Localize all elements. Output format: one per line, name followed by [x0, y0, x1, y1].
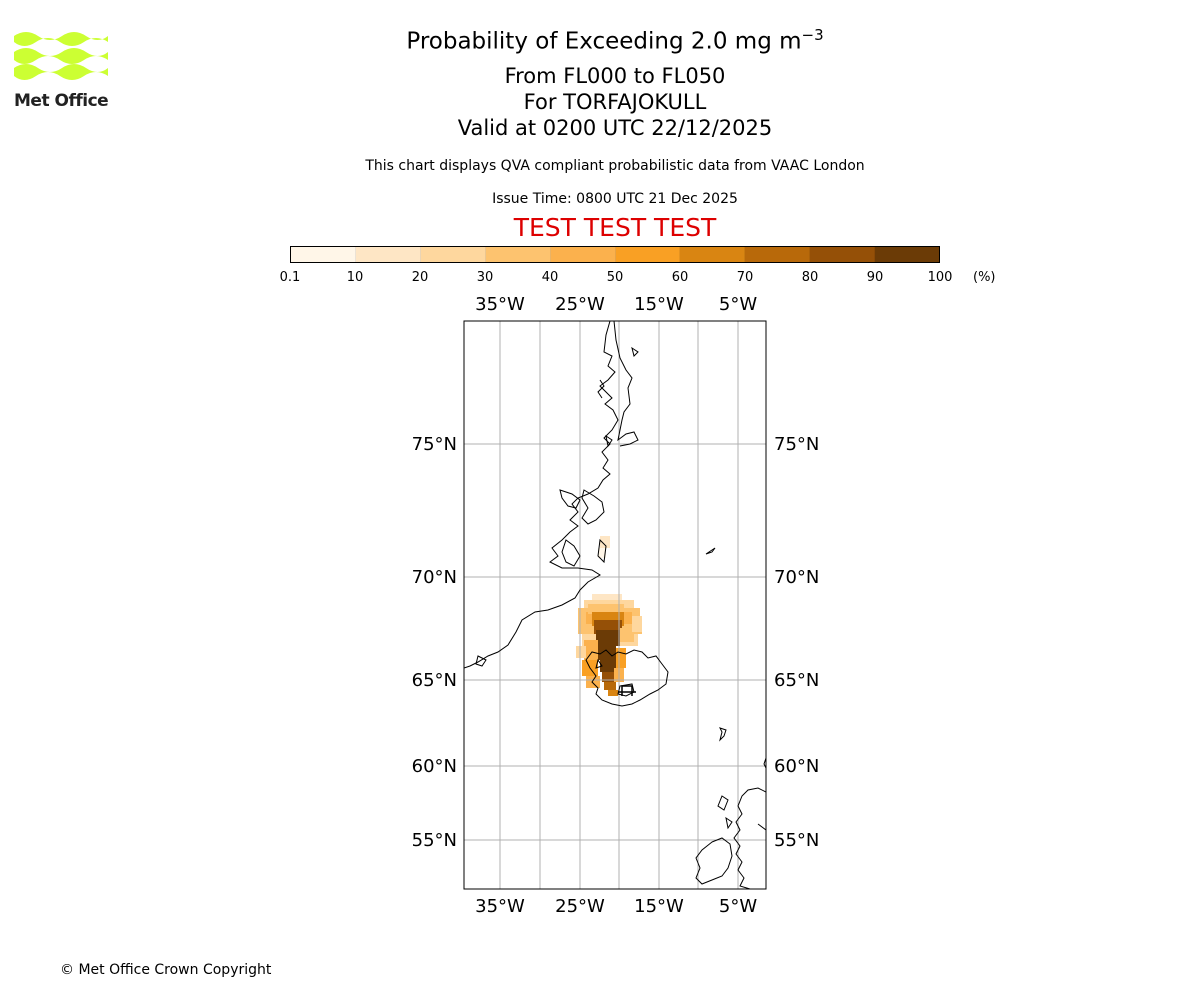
probability-cell — [602, 672, 616, 682]
colorbar-tick-label: 80 — [801, 270, 819, 285]
probability-cell — [600, 536, 610, 548]
colorbar-tick-label: 0.1 — [279, 270, 301, 285]
copyright: © Met Office Crown Copyright — [60, 962, 272, 978]
chart-title-unit-exponent: −3 — [801, 26, 824, 44]
colorbar-tick-label: 40 — [541, 270, 559, 285]
met-office-waves-icon — [14, 32, 108, 80]
colorbar-segment — [810, 247, 876, 262]
colorbar-segment — [680, 247, 746, 262]
probability-cell — [600, 660, 616, 672]
map-gridlines — [464, 321, 766, 889]
volcano-name: For TORFAJOKULL — [523, 90, 707, 114]
colorbar-segment — [355, 247, 421, 262]
longitude-label-bottom: 35°W — [475, 896, 525, 917]
latitude-label-left: 70°N — [412, 567, 457, 588]
colorbar-segment — [615, 247, 681, 262]
longitude-label-top: 5°W — [719, 294, 757, 315]
colorbar-tick-label: 20 — [411, 270, 429, 285]
probability-cell — [584, 640, 598, 660]
colorbar-tick-label: 90 — [866, 270, 884, 285]
colorbar-tick-label: 50 — [606, 270, 624, 285]
probability-cell — [598, 646, 616, 660]
latitude-label-left: 60°N — [412, 756, 457, 777]
longitude-label-top: 15°W — [634, 294, 684, 315]
longitude-label-top: 25°W — [555, 294, 605, 315]
colorbar-segment — [745, 247, 811, 262]
latitude-label-right: 75°N — [774, 434, 819, 455]
volcano-location-marker — [618, 685, 636, 696]
chart-title-text: Probability of Exceeding 2.0 mg m — [406, 28, 802, 55]
ash-probability-plume — [576, 536, 642, 696]
faroe-islands-coastline — [719, 727, 727, 742]
colorbar-tick-label: 70 — [736, 270, 754, 285]
jan-mayen-coastline — [705, 547, 716, 555]
chart-title: Probability of Exceeding 2.0 mg m−3 — [0, 26, 1200, 55]
uk-coastline — [733, 787, 766, 889]
colorbar-tick-label: 30 — [476, 270, 494, 285]
probability-cell — [586, 676, 600, 688]
longitude-label-bottom: 25°W — [555, 896, 605, 917]
latitude-label-right: 65°N — [774, 670, 819, 691]
flight-level-range: From FL000 to FL050 — [504, 64, 726, 88]
colorbar-tick-label: 100 — [927, 270, 953, 285]
probability-cell — [596, 630, 620, 646]
latitude-label-right: 70°N — [774, 567, 819, 588]
probability-cell — [598, 548, 606, 558]
latitude-label-left: 65°N — [412, 670, 457, 691]
longitude-label-top: 35°W — [475, 294, 525, 315]
map-axis-labels: 35°W 35°W 25°W 25°W 15°W 15°W 5°W 5°W 75°N 75°N 70… — [412, 294, 820, 917]
latitude-label-right: 60°N — [774, 756, 819, 777]
colorbar-unit: (%) — [973, 270, 996, 285]
longitude-label-bottom: 5°W — [719, 896, 757, 917]
probability-cell — [588, 604, 624, 614]
probability-cell — [576, 646, 586, 658]
iceland-coastline — [585, 649, 669, 707]
colorbar-segment — [291, 247, 356, 262]
colorbar-segment — [875, 247, 940, 262]
colorbar-segment — [550, 247, 616, 262]
data-note: This chart displays QVA compliant probab… — [365, 158, 865, 174]
latitude-label-left: 75°N — [412, 434, 457, 455]
test-banner: TEST TEST TEST — [513, 213, 717, 242]
longitude-label-bottom: 15°W — [634, 896, 684, 917]
coastlines — [464, 321, 766, 889]
logo-wordmark: Met Office — [14, 91, 109, 111]
map-frame — [463, 320, 767, 890]
probability-cell — [604, 682, 616, 690]
latitude-label-right: 55°N — [774, 830, 819, 851]
greenland-coastline — [464, 321, 619, 669]
probability-cell — [620, 628, 634, 642]
colorbar-tick-label: 60 — [671, 270, 689, 285]
ireland-coastline — [695, 837, 733, 885]
probability-cell — [632, 616, 642, 632]
colorbar-segment — [485, 247, 551, 262]
met-office-logo — [14, 30, 114, 112]
colorbar-tick-label: 10 — [346, 270, 364, 285]
probability-cell — [616, 648, 626, 668]
colorbar — [290, 246, 940, 263]
valid-time: Valid at 0200 UTC 22/12/2025 — [457, 116, 773, 140]
colorbar-segment — [420, 247, 486, 262]
issue-time: Issue Time: 0800 UTC 21 Dec 2025 — [492, 191, 738, 207]
probability-cell — [592, 594, 622, 604]
latitude-label-left: 55°N — [412, 830, 457, 851]
probability-cell — [608, 690, 618, 696]
